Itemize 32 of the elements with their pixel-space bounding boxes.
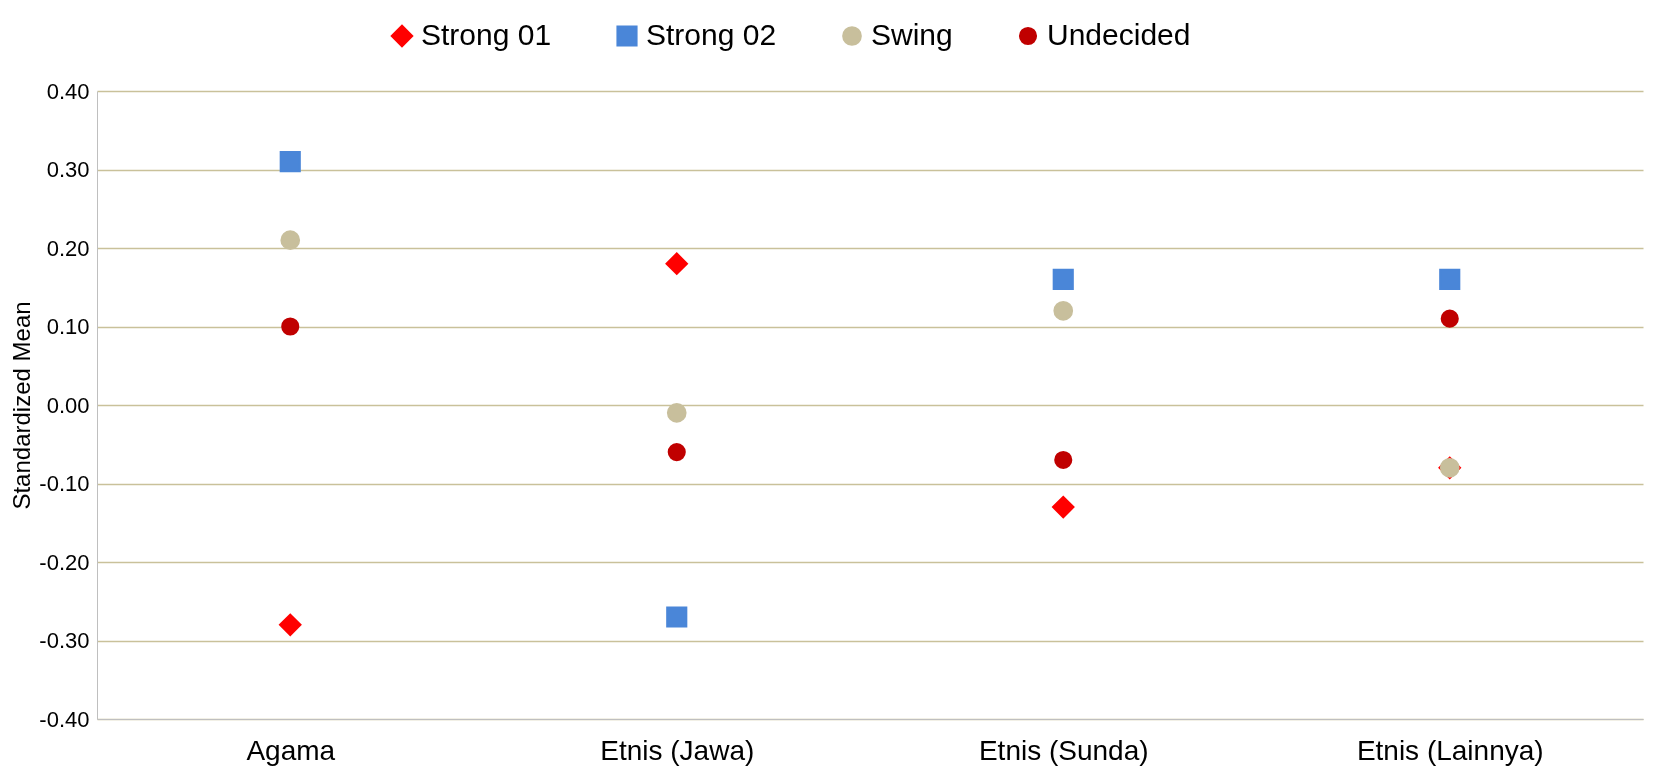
point bbox=[666, 403, 687, 423]
y-tick-label: -0.20 bbox=[39, 549, 90, 575]
x-tick-label: Etnis (Sunda) bbox=[978, 734, 1149, 766]
x-tick-label: Agama bbox=[246, 734, 336, 766]
y-tick-label: 0.00 bbox=[46, 392, 90, 418]
y-tick-label: 0.20 bbox=[46, 235, 90, 261]
y-tick-label: 0.10 bbox=[46, 314, 90, 339]
y-tick-label: 0.40 bbox=[46, 78, 90, 104]
legend-label: Swing bbox=[871, 18, 953, 51]
point bbox=[279, 613, 302, 637]
point bbox=[666, 606, 688, 628]
y-tick-label: -0.30 bbox=[39, 628, 90, 653]
point bbox=[1052, 268, 1074, 290]
legend-label: Strong 01 bbox=[421, 18, 552, 51]
point bbox=[667, 443, 686, 462]
point bbox=[1053, 300, 1074, 321]
x-tick-label: Etnis (Jawa) bbox=[600, 734, 755, 766]
point bbox=[1054, 450, 1073, 469]
point bbox=[1439, 268, 1461, 290]
y-tick-label: 0.30 bbox=[46, 157, 90, 182]
y-tick-label: -0.10 bbox=[39, 471, 90, 496]
point bbox=[1440, 309, 1459, 328]
x-tick-label: Etnis (Lainnya) bbox=[1356, 734, 1544, 766]
point bbox=[665, 252, 688, 275]
y-tick-label: -0.40 bbox=[39, 706, 90, 732]
point bbox=[281, 317, 300, 336]
point bbox=[279, 151, 301, 173]
point bbox=[280, 230, 301, 250]
point bbox=[1052, 495, 1075, 519]
legend-label: Undecided bbox=[1047, 18, 1191, 51]
y-axis-title: Standardized Mean bbox=[8, 301, 36, 510]
legend-label: Strong 02 bbox=[646, 18, 777, 51]
